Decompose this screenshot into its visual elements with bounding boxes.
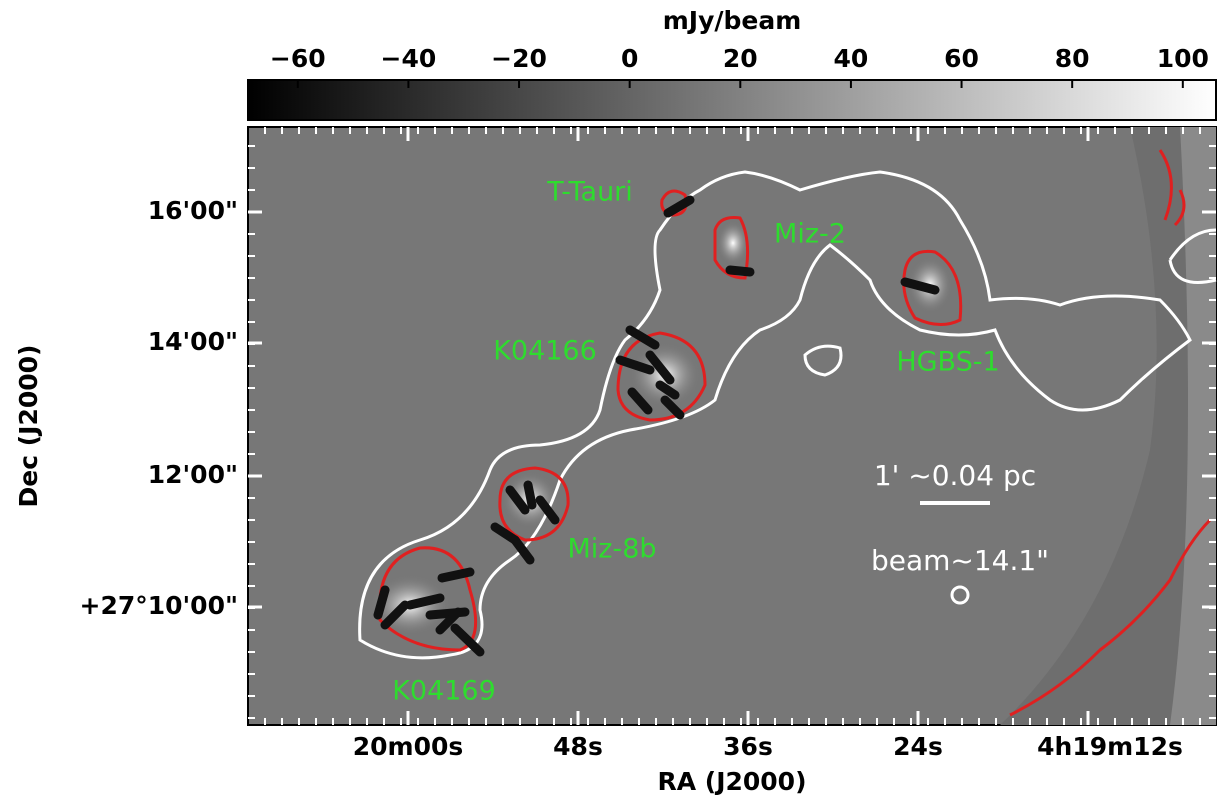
colorbar-label: mJy/beam [663, 6, 802, 35]
colorbar-tick-label: 60 [944, 44, 979, 73]
source-label: HGBS-1 [896, 347, 999, 378]
figure: mJy/beam RA [0, 0, 1222, 800]
image [248, 127, 1216, 725]
colorbar-tick-label: −40 [381, 44, 437, 73]
beam-label: beam~14.1" [871, 544, 1049, 577]
y-tick-label: +27°10'00" [80, 591, 239, 620]
colorbar-tick-label: 100 [1157, 44, 1209, 73]
source-label: K04169 [392, 676, 496, 707]
x-tick-label: 36s [723, 732, 773, 761]
y-axis-label: Dec (J2000) [14, 345, 43, 508]
scale-bar-label: 1' ~0.04 pc [874, 459, 1036, 492]
y-tick-label: 12'00" [148, 460, 238, 489]
colorbar-tick-label: −60 [270, 44, 326, 73]
source-label: Miz-2 [774, 219, 846, 250]
colorbar-tick-label: 80 [1055, 44, 1090, 73]
x-tick-label: 4h19m12s [1037, 732, 1183, 761]
x-axis-label: RA (J2000) [657, 767, 806, 796]
x-tick-label: 20m00s [353, 732, 464, 761]
x-tick-label: 48s [553, 732, 603, 761]
source-label: Miz-8b [567, 534, 656, 565]
colorbar-tick-label: −20 [491, 44, 547, 73]
colorbar-tick-label: 0 [621, 44, 638, 73]
y-tick-label: 14'00" [148, 327, 238, 356]
y-tick-label: 16'00" [148, 196, 238, 225]
colorbar-tick-label: 20 [723, 44, 758, 73]
colorbar-tick-label: 40 [834, 44, 869, 73]
x-tick-label: 24s [893, 732, 943, 761]
source-label: T-Tauri [546, 177, 633, 208]
source-label: K04166 [493, 336, 597, 367]
colorbar [248, 80, 1216, 120]
